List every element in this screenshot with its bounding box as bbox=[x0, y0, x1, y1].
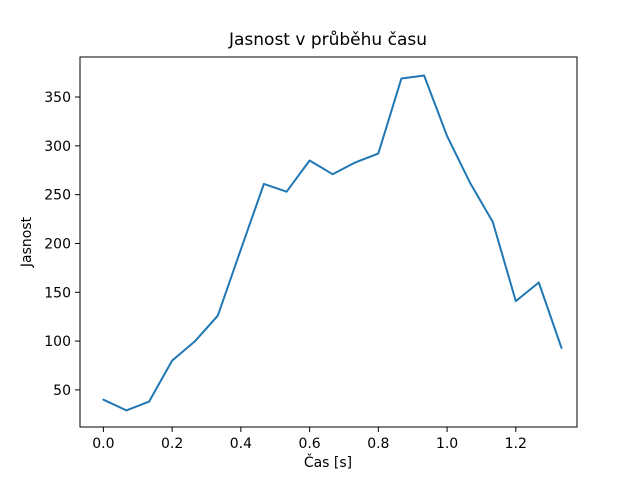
x-tick-label: 0.2 bbox=[161, 436, 183, 452]
x-tick-label: 0.6 bbox=[298, 436, 320, 452]
x-axis-label: Čas [s] bbox=[304, 453, 352, 471]
y-tick-label: 150 bbox=[44, 285, 71, 301]
x-tick-label: 0.0 bbox=[92, 436, 114, 452]
y-tick-label: 50 bbox=[53, 383, 71, 399]
chart-title: Jasnost v průběhu času bbox=[228, 30, 427, 50]
y-tick-label: 250 bbox=[44, 188, 71, 204]
data-line bbox=[102, 74, 563, 412]
plot-area: 0.0 0.2 0.4 0.6 0.8 1.0 1.2 50 100 150 200 250 300 35… bbox=[44, 56, 578, 452]
y-axis-label: Jasnost bbox=[19, 216, 35, 268]
y-tick-label: 350 bbox=[44, 90, 71, 106]
x-tick-label: 1.2 bbox=[505, 436, 527, 452]
x-tick-label: 0.4 bbox=[230, 436, 252, 452]
y-tick-label: 300 bbox=[44, 139, 71, 155]
y-tick-label: 200 bbox=[44, 236, 71, 252]
x-tick-label: 1.0 bbox=[436, 436, 458, 452]
x-tick-label: 0.8 bbox=[367, 436, 389, 452]
y-tick-label: 100 bbox=[44, 334, 71, 350]
axis-frame bbox=[79, 56, 578, 428]
